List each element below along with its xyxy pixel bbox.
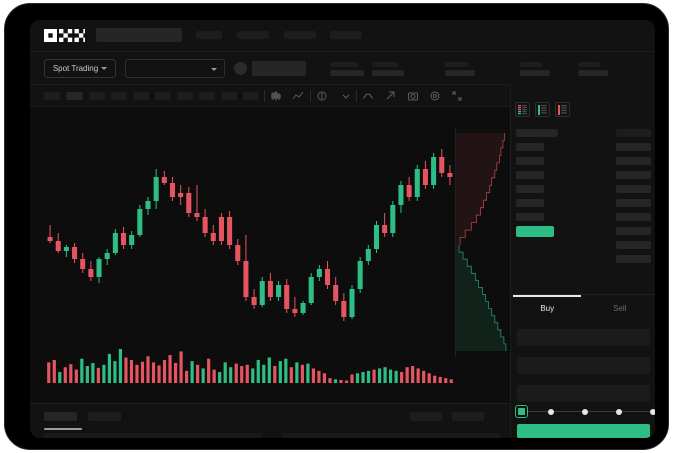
chevron-down-icon: [101, 67, 108, 70]
bottom-tab-open-orders[interactable]: [44, 412, 77, 421]
bottom-tab-order-history[interactable]: [88, 412, 121, 421]
order-price-input[interactable]: [517, 329, 650, 346]
timeframe-9[interactable]: [221, 92, 237, 100]
stat-24h-turnover: [578, 62, 608, 79]
col-header-amount: [616, 129, 651, 137]
order-book-row[interactable]: [511, 238, 655, 252]
search-input[interactable]: [96, 28, 182, 42]
camera-snapshot-icon[interactable]: [407, 90, 419, 102]
orderbook-mode-asks-icon[interactable]: [555, 102, 570, 117]
orders-panel-left: [44, 433, 262, 438]
bar-chart-type-icon[interactable]: [316, 90, 328, 102]
timeframe-4[interactable]: [111, 92, 127, 100]
stat-24h-volume: [520, 62, 550, 79]
volume-histogram: [47, 349, 453, 383]
trend-line-icon[interactable]: [362, 90, 374, 102]
okx-logo-icon[interactable]: [44, 29, 85, 42]
order-book-and-trade-column: Buy Sell: [510, 84, 655, 438]
buy-sell-tabs: Buy Sell: [511, 295, 655, 321]
slider-handle[interactable]: [515, 405, 528, 418]
chevron-down-icon: [211, 68, 217, 71]
order-book-row[interactable]: [511, 168, 655, 182]
order-book-rows[interactable]: [511, 126, 655, 266]
coin-avatar-icon: [234, 62, 247, 75]
last-price-display: [252, 61, 306, 76]
orderbook-mode-bids-icon[interactable]: [535, 102, 550, 117]
col-header-price: [516, 129, 558, 137]
orders-tab-bar: [30, 403, 510, 438]
nav-link-4[interactable]: [330, 31, 362, 39]
orderbook-mode-both-icon[interactable]: [515, 102, 530, 117]
tab-sell[interactable]: Sell: [613, 303, 627, 313]
order-book-row[interactable]: [511, 196, 655, 210]
timeframe-10[interactable]: [243, 92, 259, 100]
bottom-action-2[interactable]: [452, 412, 484, 421]
line-chart-type-icon[interactable]: [292, 90, 304, 102]
market-type-label: Spot Trading: [52, 64, 99, 73]
order-book-row[interactable]: [511, 182, 655, 196]
timeframe-6[interactable]: [155, 92, 171, 100]
order-book-display-modes: [515, 102, 570, 117]
order-book-row[interactable]: [511, 210, 655, 224]
slider-stop-25[interactable]: [548, 408, 554, 415]
stat-24h-high: [372, 62, 404, 79]
app-screen: Spot Trading: [30, 20, 655, 438]
nav-link-1[interactable]: [196, 31, 222, 39]
settings-gear-icon[interactable]: [429, 90, 441, 102]
toolbar-divider: [356, 90, 357, 102]
order-book-row[interactable]: [511, 140, 655, 154]
toolbar-divider: [264, 90, 265, 102]
candlestick-chart: [47, 149, 453, 321]
stat-24h-change: [330, 62, 364, 79]
order-book-row[interactable]: [511, 154, 655, 168]
trading-pair-dropdown[interactable]: [125, 59, 225, 78]
last-price-highlight: [516, 226, 554, 237]
order-book-row[interactable]: [511, 252, 655, 266]
order-amount-input[interactable]: [517, 357, 650, 374]
order-book-header-row: [511, 126, 655, 140]
nav-link-2[interactable]: [237, 31, 269, 39]
tablet-device-frame: Spot Trading: [4, 3, 669, 450]
timeframe-7[interactable]: [177, 92, 193, 100]
slider-stop-100[interactable]: [650, 408, 655, 415]
slider-stop-75[interactable]: [616, 408, 622, 415]
indicator-dropdown-icon[interactable]: [340, 90, 352, 102]
orders-panel-right: [282, 433, 500, 438]
tab-buy[interactable]: Buy: [540, 303, 555, 313]
active-tab-underline: [44, 428, 82, 430]
order-total-input[interactable]: [517, 385, 650, 402]
chart-toolbar: [30, 84, 510, 106]
order-entry-panel: Buy Sell: [511, 294, 655, 438]
timeframe-1[interactable]: [44, 92, 60, 100]
toolbar-divider: [310, 90, 311, 102]
stat-24h-low: [445, 62, 475, 79]
order-size-slider[interactable]: [515, 405, 655, 418]
candlestick-chart-type-icon[interactable]: [270, 90, 282, 102]
fullscreen-icon[interactable]: [451, 90, 463, 102]
magnet-icon[interactable]: [385, 90, 397, 102]
slider-stop-50[interactable]: [582, 408, 588, 415]
place-buy-order-button[interactable]: [517, 424, 650, 438]
nav-link-3[interactable]: [284, 31, 316, 39]
timeframe-5[interactable]: [133, 92, 149, 100]
market-sub-header: Spot Trading: [30, 51, 655, 84]
price-chart-panel[interactable]: [30, 106, 510, 403]
market-type-dropdown[interactable]: Spot Trading: [44, 59, 116, 78]
active-tab-underline: [513, 295, 581, 297]
timeframe-2[interactable]: [66, 92, 83, 100]
order-book-depth-chart: [455, 127, 510, 357]
orders-content-area: [30, 433, 510, 438]
timeframe-8[interactable]: [199, 92, 215, 100]
timeframe-3[interactable]: [89, 92, 105, 100]
order-book-last-price-row[interactable]: [511, 224, 655, 238]
top-navigation-bar: [30, 20, 655, 51]
bottom-action-1[interactable]: [410, 412, 442, 421]
